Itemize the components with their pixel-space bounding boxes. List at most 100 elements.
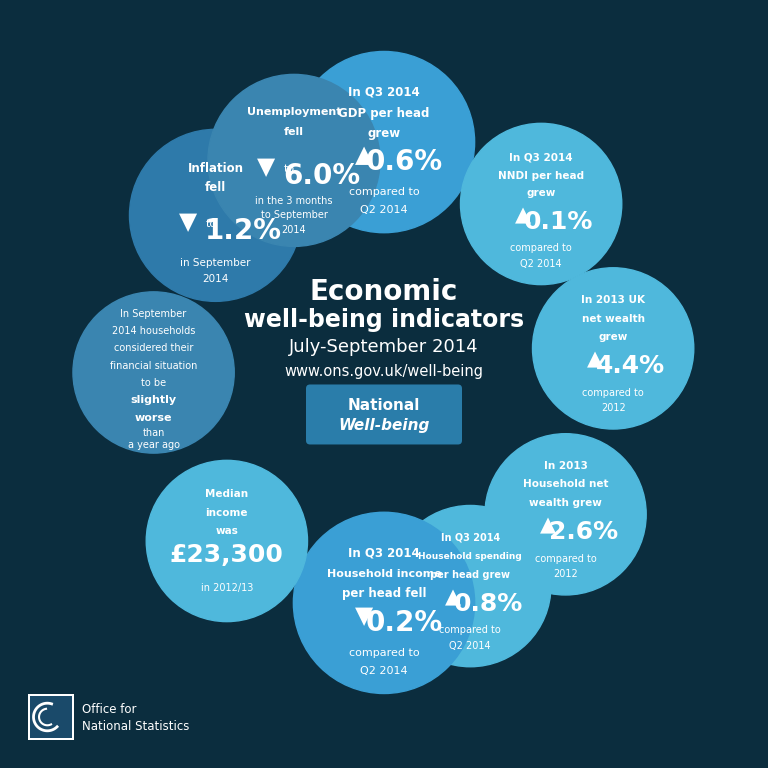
- Text: Q2 2014: Q2 2014: [449, 641, 491, 650]
- Text: slightly: slightly: [131, 395, 177, 405]
- Text: Household spending: Household spending: [419, 551, 522, 561]
- Circle shape: [143, 457, 310, 624]
- Text: per head grew: per head grew: [430, 570, 510, 580]
- Text: well-being indicators: well-being indicators: [244, 309, 524, 333]
- Text: www.ons.gov.uk/well-being: www.ons.gov.uk/well-being: [284, 364, 484, 379]
- Text: 2012: 2012: [553, 569, 578, 579]
- Text: fell: fell: [205, 181, 226, 194]
- Text: compared to: compared to: [349, 647, 419, 657]
- Text: was: was: [216, 526, 238, 536]
- Text: Office for: Office for: [82, 703, 137, 716]
- Circle shape: [532, 268, 694, 429]
- Text: 2014 households: 2014 households: [112, 326, 195, 336]
- Text: per head fell: per head fell: [342, 588, 426, 601]
- Text: wealth grew: wealth grew: [529, 498, 602, 508]
- Text: In 2013: In 2013: [544, 461, 588, 471]
- Text: net wealth: net wealth: [581, 313, 644, 323]
- Text: grew: grew: [526, 188, 556, 198]
- Text: a year ago: a year ago: [127, 440, 180, 450]
- Text: ▲: ▲: [355, 143, 373, 167]
- Text: 6.0%: 6.0%: [283, 162, 360, 190]
- Text: National: National: [348, 398, 420, 412]
- Circle shape: [205, 71, 383, 250]
- Circle shape: [386, 502, 554, 670]
- Text: compared to: compared to: [349, 187, 419, 197]
- Text: Q2 2014: Q2 2014: [360, 666, 408, 676]
- Text: National Statistics: National Statistics: [82, 720, 190, 733]
- Circle shape: [146, 460, 307, 621]
- Circle shape: [127, 126, 305, 304]
- Text: financial situation: financial situation: [110, 361, 197, 371]
- Text: Q2 2014: Q2 2014: [520, 259, 562, 269]
- Text: income: income: [206, 508, 248, 518]
- Bar: [30, 696, 72, 738]
- Circle shape: [293, 512, 475, 694]
- Text: 0.1%: 0.1%: [525, 210, 594, 233]
- Text: 2014: 2014: [282, 225, 306, 235]
- Text: ▼: ▼: [355, 604, 373, 627]
- Circle shape: [290, 48, 478, 236]
- Circle shape: [208, 74, 380, 247]
- Text: 0.2%: 0.2%: [366, 609, 442, 637]
- Text: Well-being: Well-being: [339, 419, 429, 433]
- Text: ▲: ▲: [515, 205, 531, 225]
- Circle shape: [485, 434, 646, 595]
- Circle shape: [529, 265, 697, 432]
- Text: 2012: 2012: [601, 403, 625, 413]
- Text: ▲: ▲: [445, 588, 461, 607]
- Circle shape: [70, 289, 237, 456]
- Text: GDP per head: GDP per head: [339, 107, 429, 120]
- Text: Unemployment: Unemployment: [247, 108, 341, 118]
- Text: grew: grew: [598, 332, 627, 342]
- Text: 0.8%: 0.8%: [453, 592, 523, 616]
- Text: In September: In September: [121, 309, 187, 319]
- Text: compared to: compared to: [439, 625, 502, 635]
- Text: 2014: 2014: [202, 274, 229, 284]
- Text: £23,300: £23,300: [170, 544, 284, 568]
- Text: In 2013 UK: In 2013 UK: [581, 295, 645, 305]
- Text: worse: worse: [135, 412, 172, 422]
- Text: Economic: Economic: [310, 279, 458, 306]
- Circle shape: [482, 431, 649, 598]
- Text: compared to: compared to: [510, 243, 572, 253]
- Bar: [28, 694, 74, 740]
- Text: July-September 2014: July-September 2014: [290, 339, 478, 356]
- Text: to: to: [284, 164, 295, 174]
- Text: Household income: Household income: [326, 569, 442, 579]
- Text: Q2 2014: Q2 2014: [360, 205, 408, 215]
- Text: fell: fell: [284, 127, 304, 137]
- Text: compared to: compared to: [535, 554, 597, 564]
- Text: Median: Median: [205, 489, 248, 499]
- Text: ▼: ▼: [179, 210, 197, 234]
- Circle shape: [130, 129, 302, 301]
- Text: considered their: considered their: [114, 343, 194, 353]
- Circle shape: [389, 505, 551, 667]
- Circle shape: [290, 509, 478, 697]
- Text: 1.2%: 1.2%: [204, 217, 282, 245]
- Circle shape: [461, 124, 622, 285]
- Text: 0.6%: 0.6%: [366, 148, 442, 176]
- Text: Inflation: Inflation: [187, 161, 243, 174]
- Text: to: to: [206, 219, 217, 229]
- Text: In Q3 2014: In Q3 2014: [441, 533, 500, 543]
- Text: than: than: [142, 428, 165, 438]
- Text: in September: in September: [180, 257, 250, 268]
- Circle shape: [73, 292, 234, 453]
- Circle shape: [458, 121, 625, 288]
- Text: to September: to September: [260, 210, 327, 220]
- Text: in 2012/13: in 2012/13: [200, 583, 253, 593]
- FancyBboxPatch shape: [306, 385, 462, 445]
- Text: 2.6%: 2.6%: [548, 520, 618, 544]
- Text: In Q3 2014: In Q3 2014: [348, 547, 420, 560]
- Circle shape: [293, 51, 475, 233]
- Text: 4.4%: 4.4%: [596, 354, 665, 378]
- Text: NNDI per head: NNDI per head: [498, 170, 584, 180]
- Text: In Q3 2014: In Q3 2014: [509, 152, 573, 162]
- Text: In Q3 2014: In Q3 2014: [348, 86, 420, 99]
- Text: ▼: ▼: [257, 155, 276, 179]
- Text: ▲: ▲: [588, 349, 604, 369]
- Text: in the 3 months: in the 3 months: [255, 196, 333, 206]
- Text: compared to: compared to: [582, 388, 644, 398]
- Text: grew: grew: [367, 127, 401, 140]
- Text: Household net: Household net: [523, 479, 608, 489]
